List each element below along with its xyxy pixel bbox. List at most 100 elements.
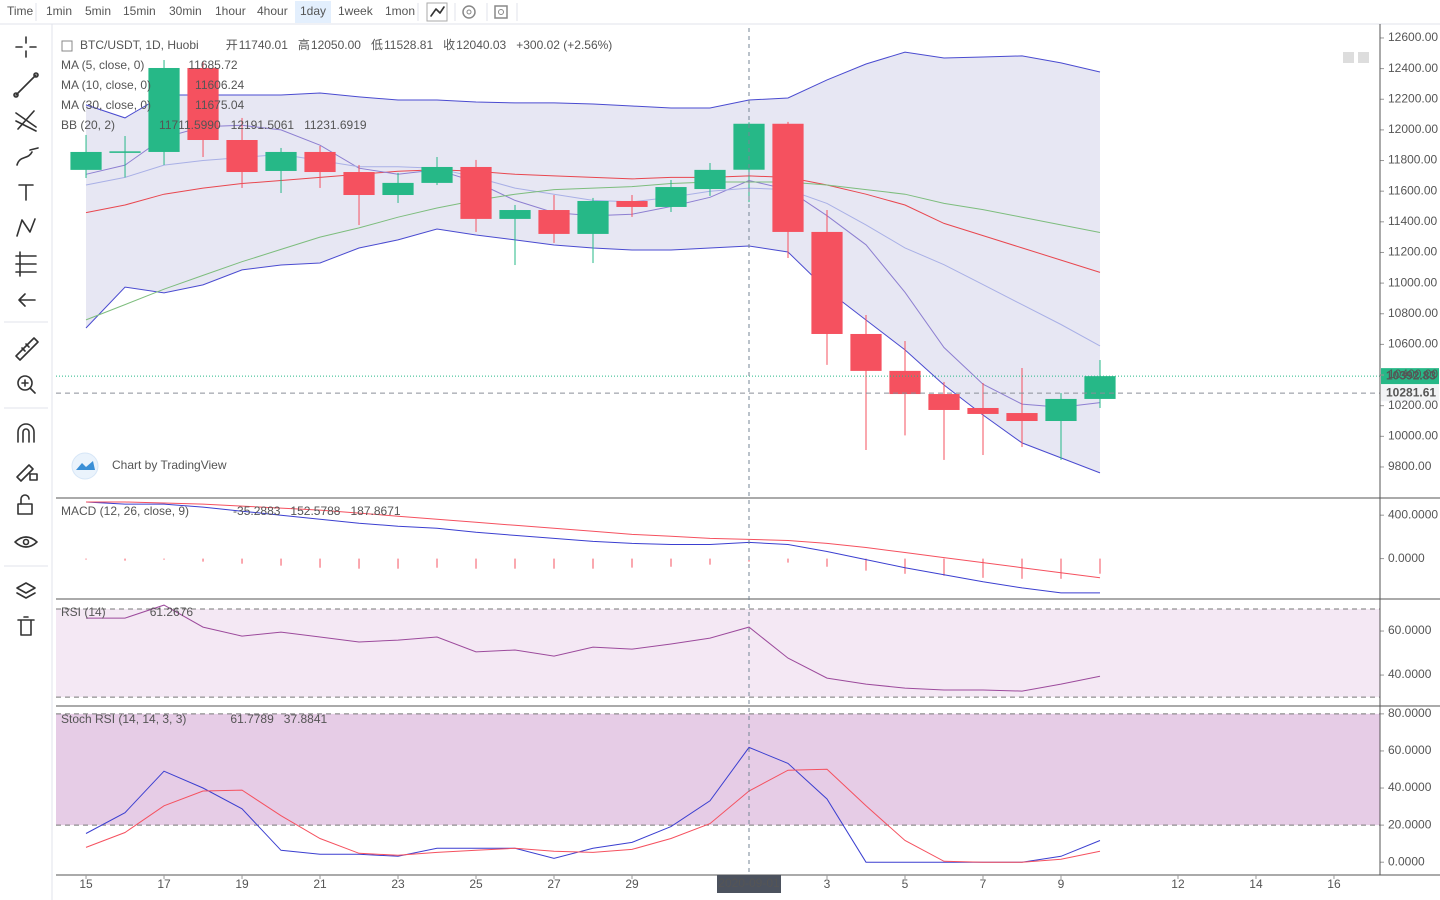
ruler-tool[interactable] bbox=[15, 337, 39, 361]
x-tick-label: 17 bbox=[157, 877, 171, 891]
indicator-line bbox=[86, 604, 1101, 692]
pane-control[interactable] bbox=[1358, 52, 1369, 63]
x-tick-label: 25 bbox=[469, 877, 483, 891]
candle-body bbox=[499, 210, 531, 219]
settings-button[interactable] bbox=[462, 5, 476, 19]
x-tick-label: 29 bbox=[625, 877, 639, 891]
x-tick-label: 27 bbox=[547, 877, 561, 891]
legend-value: 61.2676 bbox=[150, 605, 194, 619]
x-tick-label: 15 bbox=[79, 877, 93, 891]
price-tag bbox=[1381, 385, 1439, 402]
delete-tool[interactable] bbox=[17, 616, 35, 636]
active-interval-bg bbox=[295, 1, 331, 23]
price-tag bbox=[1381, 368, 1439, 385]
interval-button[interactable]: 15min bbox=[123, 4, 156, 18]
y-tick-label: 11800.00 bbox=[1388, 153, 1437, 167]
tradingview-logo-mark bbox=[76, 461, 95, 470]
toolbar bbox=[0, 0, 1440, 24]
visibility-tool[interactable] bbox=[14, 536, 38, 548]
trend-line-tool[interactable] bbox=[13, 72, 39, 98]
indicator-line bbox=[86, 501, 1101, 579]
interval-button[interactable]: 30min bbox=[169, 4, 202, 18]
legend-value: 187.8671 bbox=[350, 504, 400, 518]
candle-body bbox=[187, 67, 219, 141]
y-tick-label: 10000.00 bbox=[1388, 428, 1438, 442]
ohlc-value: 11740.01 bbox=[239, 38, 288, 52]
candle-body bbox=[1084, 376, 1116, 399]
ohlc-label: 收 bbox=[443, 38, 455, 52]
chart-style-button[interactable] bbox=[426, 2, 448, 22]
y-tick-label: 20.0000 bbox=[1388, 817, 1432, 831]
indicator-line bbox=[85, 746, 1101, 863]
candle-body bbox=[148, 67, 180, 152]
y-tick-label: 12200.00 bbox=[1388, 91, 1438, 105]
x-tick-label: 14 bbox=[1249, 877, 1263, 891]
text-tool[interactable] bbox=[18, 184, 34, 201]
candle-body bbox=[421, 166, 453, 183]
watermark: Chart by TradingView bbox=[112, 458, 227, 472]
object-tree-tool[interactable] bbox=[16, 582, 36, 599]
ohlc-label: 低 bbox=[371, 38, 383, 52]
pane-control[interactable] bbox=[1343, 52, 1354, 63]
legend-value: 152.5788 bbox=[290, 504, 340, 518]
candle-body bbox=[811, 231, 843, 334]
x-tick-label: 16 bbox=[1327, 877, 1341, 891]
chart-style-icon bbox=[430, 6, 445, 17]
candle-body bbox=[772, 123, 804, 232]
x-tick-label: 5 bbox=[902, 877, 909, 891]
crosshair-tool[interactable] bbox=[15, 36, 37, 58]
interval-button[interactable]: Time bbox=[7, 4, 34, 18]
ohlc-value: 12040.03 bbox=[456, 38, 506, 52]
interval-button[interactable]: 1min bbox=[46, 4, 72, 18]
magnet-tool[interactable] bbox=[17, 423, 35, 443]
interval-button[interactable]: 1week bbox=[338, 4, 374, 18]
ohlc-label: 开 bbox=[226, 38, 238, 52]
legend-name: MA (30, close, 0) bbox=[61, 98, 151, 112]
candle-body bbox=[265, 151, 297, 171]
stay-in-drawing-tool[interactable] bbox=[16, 464, 38, 482]
legend-value: 11675.04 bbox=[195, 98, 244, 112]
legend-name: Stoch RSI (14, 14, 3, 3) bbox=[61, 712, 186, 726]
y-tick-label: 80.0000 bbox=[1388, 706, 1432, 720]
screenshot-button[interactable] bbox=[494, 5, 508, 19]
legend-name: MA (5, close, 0) bbox=[61, 58, 144, 72]
y-tick-label: 11200.00 bbox=[1388, 245, 1437, 259]
lock-tool[interactable] bbox=[17, 494, 33, 515]
symbol-title: BTC/USDT, 1D, Huobi bbox=[80, 38, 199, 52]
price-tag-label: 10281.61 bbox=[1386, 385, 1436, 399]
brush-tool[interactable] bbox=[16, 147, 39, 166]
candle-body bbox=[1045, 398, 1077, 422]
y-tick-label: 10400.00 bbox=[1388, 367, 1438, 381]
interval-button[interactable]: 5min bbox=[85, 4, 111, 18]
price-tag-label: 10392.83 bbox=[1386, 368, 1436, 382]
legend-name: RSI (14) bbox=[61, 605, 106, 619]
legend-name: MA (10, close, 0) bbox=[61, 78, 151, 92]
candle-body bbox=[694, 169, 726, 190]
back-tool[interactable] bbox=[18, 293, 36, 307]
legend-value: 11231.6919 bbox=[304, 118, 367, 132]
y-tick-label: 0.0000 bbox=[1388, 551, 1425, 565]
candle-body bbox=[226, 140, 258, 173]
x-tick-label: 12 bbox=[1171, 877, 1185, 891]
x-tick-label: 21 bbox=[313, 877, 327, 891]
interval-button[interactable]: 1hour bbox=[215, 4, 246, 18]
interval-button[interactable]: 1day bbox=[300, 4, 326, 18]
candle-body bbox=[538, 210, 570, 234]
bollinger-basis bbox=[85, 169, 1101, 273]
collapse-button[interactable] bbox=[61, 40, 73, 52]
interval-button[interactable]: 1mon bbox=[385, 4, 415, 18]
candle-body bbox=[967, 407, 999, 414]
x-tick-label: 3 bbox=[824, 877, 831, 891]
fib-tool[interactable] bbox=[15, 110, 37, 132]
interval-button[interactable]: 4hour bbox=[257, 4, 288, 18]
legend-value: 37.8841 bbox=[284, 712, 328, 726]
candle-body bbox=[850, 333, 882, 371]
x-tick-label: 7 bbox=[980, 877, 987, 891]
legend-name: BB (20, 2) bbox=[61, 118, 115, 132]
bollinger-upper bbox=[85, 51, 1101, 119]
x-tick-label: 19 bbox=[235, 877, 249, 891]
pattern-tool[interactable] bbox=[16, 218, 36, 237]
candle-body bbox=[109, 151, 141, 153]
prediction-tool[interactable] bbox=[15, 251, 37, 277]
zoom-tool[interactable] bbox=[17, 375, 36, 394]
